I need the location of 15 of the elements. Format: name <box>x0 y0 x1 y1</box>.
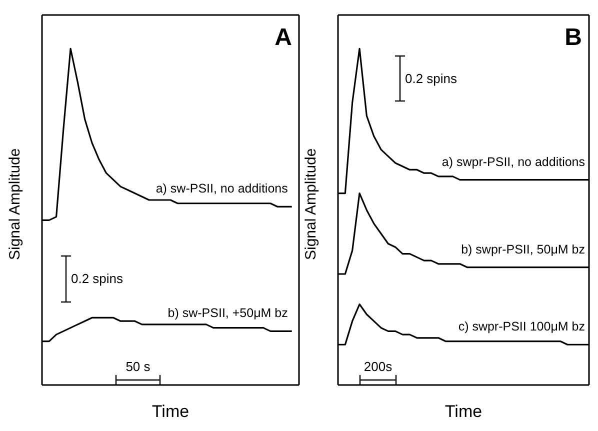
chart-title: A <box>274 24 292 52</box>
series-label: a) sw-PSII, no additions <box>156 182 288 196</box>
x-axis-title: Time <box>152 402 190 421</box>
series-label: b) sw-PSII, +50μM bz <box>168 306 288 320</box>
chart-title: B <box>564 24 582 52</box>
annotation: 200s <box>362 359 394 374</box>
series-label: b) swpr-PSII, 50μM bz <box>461 242 585 256</box>
annotation: 0.2 spins <box>405 70 458 86</box>
series-label: c) swpr-PSII 100μM bz <box>458 320 585 334</box>
x-axis-title: Time <box>444 402 482 421</box>
y-axis-title: Signal Amplitude <box>6 148 24 260</box>
annotation: 50 s <box>124 359 152 374</box>
annotation: 0.2 spins <box>71 271 124 286</box>
y-axis-title: Signal Amplitude <box>302 148 320 260</box>
series-label: a) swpr-PSII, no additions <box>442 154 585 169</box>
